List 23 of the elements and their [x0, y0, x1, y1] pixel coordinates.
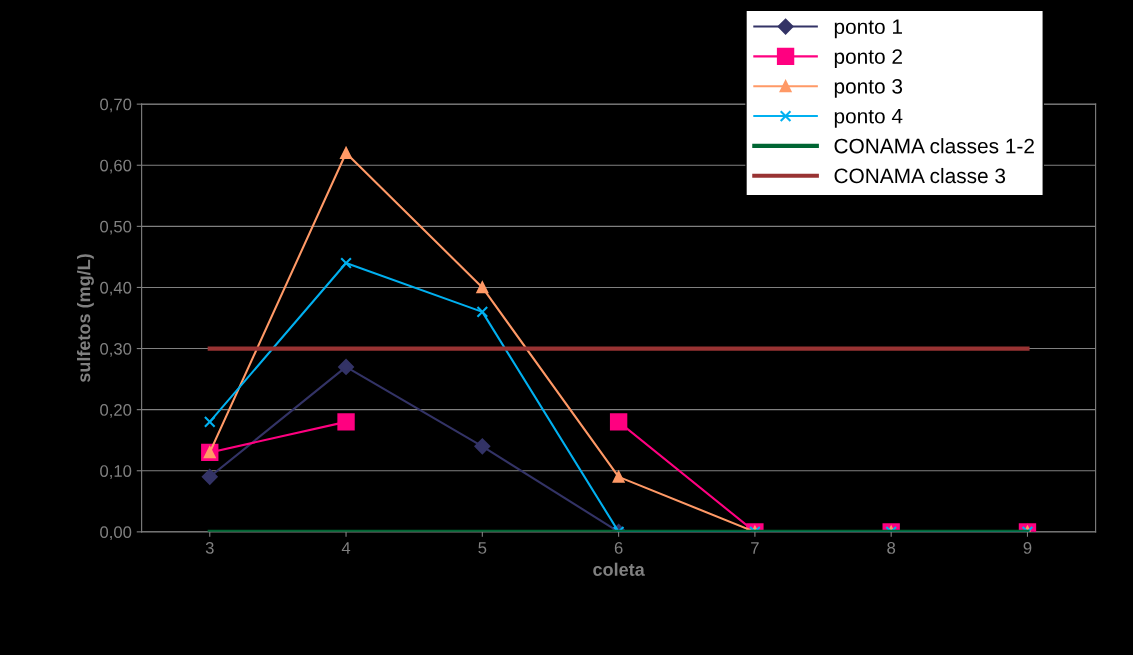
x-tick-label: 4	[341, 542, 351, 554]
x-tick-label: 6	[614, 542, 623, 554]
y-tick-label: 0,60	[100, 159, 132, 174]
y-tick-label: 0,20	[100, 404, 132, 418]
legend-label: CONAMA classe 3	[834, 167, 1006, 184]
x-tick-label: 5	[478, 542, 487, 554]
x-tick-label: 8	[887, 542, 896, 554]
legend-label: ponto 3	[834, 78, 903, 98]
legend-label: ponto 2	[834, 49, 902, 69]
legend-label: ponto 4	[834, 109, 903, 128]
y-tick-label: 0,50	[100, 220, 132, 235]
x-tick-label: 9	[1023, 542, 1032, 554]
y-tick-label: 0,70	[100, 98, 132, 113]
x-tick-label: 7	[751, 542, 759, 554]
x-axis-title: coleta	[593, 562, 645, 576]
y-tick-label: 0,30	[100, 342, 132, 357]
x-tick-label: 3	[205, 542, 214, 554]
legend-label: CONAMA classes 1-2	[834, 138, 1034, 154]
y-tick-label: 0,00	[100, 526, 132, 541]
legend-label: ponto 1	[834, 19, 902, 39]
y-tick-label: 0,10	[100, 465, 132, 479]
y-axis-title: sulfetos (mg/L)	[77, 254, 94, 383]
y-tick-label: 0,40	[100, 281, 132, 296]
